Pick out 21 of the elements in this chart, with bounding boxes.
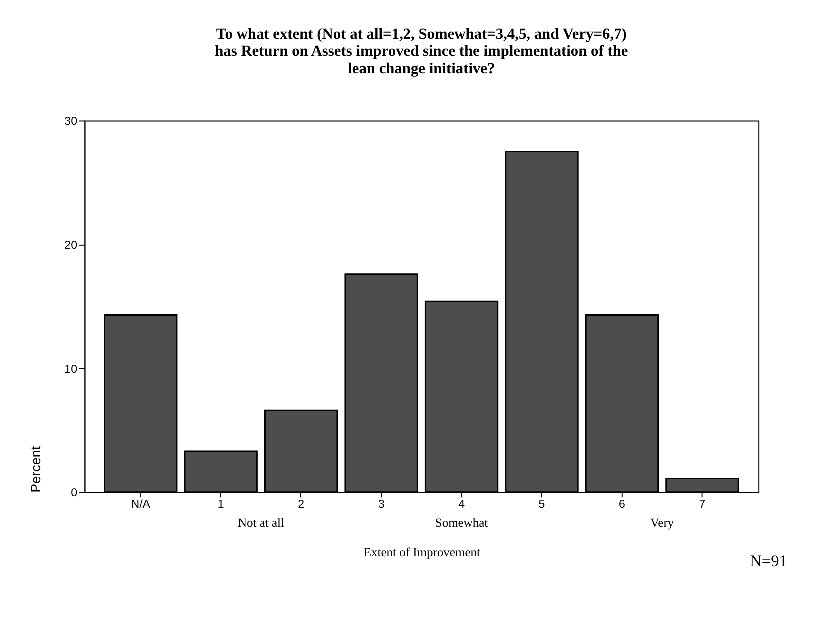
x-tick-label: 6 bbox=[619, 499, 626, 512]
text: Not at all bbox=[238, 516, 285, 530]
y-axis-title: Percent bbox=[28, 446, 44, 493]
x-tick-label: 2 bbox=[298, 499, 305, 512]
y-tick-label: 20 bbox=[64, 240, 78, 252]
x-tick-label: 7 bbox=[699, 499, 706, 512]
text: To what extent (Not at all=1,2, Somewhat=3,4,5, and Very=6,7) bbox=[216, 26, 627, 43]
x-tick-label: N/A bbox=[131, 499, 151, 512]
x-tick-label: 1 bbox=[218, 499, 224, 512]
x-tick-label: 4 bbox=[458, 499, 466, 512]
y-tick-label: 0 bbox=[71, 488, 78, 500]
x-axis-title: Extent of Improvement bbox=[364, 545, 481, 560]
text: Somewhat bbox=[435, 516, 489, 530]
y-tick-label: 10 bbox=[64, 364, 78, 376]
text: lean change initiative? bbox=[348, 60, 496, 78]
text: Very bbox=[650, 516, 675, 530]
y-tick-label: 30 bbox=[64, 116, 78, 128]
x-tick-label: 5 bbox=[538, 499, 546, 512]
text: N=91 bbox=[750, 551, 788, 570]
text: has Return on Assets improved since the implementation of the bbox=[215, 43, 628, 60]
x-tick-label: 3 bbox=[378, 499, 385, 512]
